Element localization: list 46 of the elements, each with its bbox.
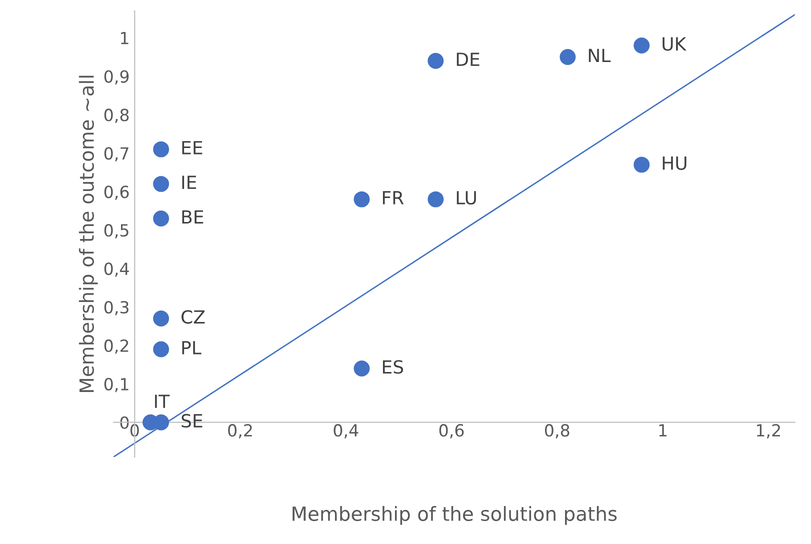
y-tick-label: 0,9: [104, 70, 129, 85]
x-tick-label: 0,4: [334, 424, 358, 438]
y-axis-title: Membership of the outcome ~all: [78, 76, 98, 392]
annotation: CZ: [182, 310, 205, 324]
x-tick-label: 0,6: [439, 424, 464, 438]
point: [153, 141, 170, 158]
annotation: DE: [456, 52, 480, 66]
annotation: NL: [588, 48, 611, 62]
x-tick-label: 0,2: [228, 424, 252, 438]
point: [634, 156, 650, 173]
point: [153, 210, 170, 227]
y-tick-label: 1: [121, 32, 128, 44]
x-tick-label: 1: [659, 424, 667, 436]
y-tick-label: 0,6: [104, 186, 129, 200]
y-tick-label: 0,3: [104, 300, 128, 316]
x-tick-label: 1,2: [756, 424, 780, 438]
x-tick-label: 0: [130, 424, 139, 437]
point: [428, 52, 444, 69]
annotation: FR: [382, 191, 404, 204]
annotation: SE: [182, 414, 202, 428]
y-tick-label: 0,2: [104, 339, 128, 354]
y-tick-label: 0,7: [104, 147, 128, 162]
point: [354, 191, 370, 208]
point: [153, 310, 170, 326]
annotation: HU: [662, 156, 686, 170]
y-tick-label: 0,5: [104, 224, 128, 238]
annotation: IT: [155, 394, 170, 408]
point: [428, 191, 444, 208]
point: [153, 176, 170, 192]
point: [153, 341, 170, 358]
annotation: IE: [182, 176, 196, 189]
x-tick-label: 0,8: [544, 424, 570, 438]
annotation: LU: [456, 191, 476, 205]
x-axis-title: Membership of the solution paths: [292, 506, 617, 525]
y-tick-label: 0,8: [104, 108, 129, 123]
point: [560, 49, 576, 66]
point: [354, 360, 370, 376]
y-tick-label: 0: [120, 416, 129, 429]
y-tick-label: 0,4: [104, 262, 129, 277]
annotation: BE: [182, 210, 204, 224]
annotation: ES: [382, 360, 404, 374]
annotation: EE: [182, 141, 202, 154]
annotation: PL: [182, 341, 202, 354]
y-tick-label: 0,1: [104, 378, 128, 392]
annotation: UK: [662, 37, 687, 51]
point: [634, 38, 650, 54]
